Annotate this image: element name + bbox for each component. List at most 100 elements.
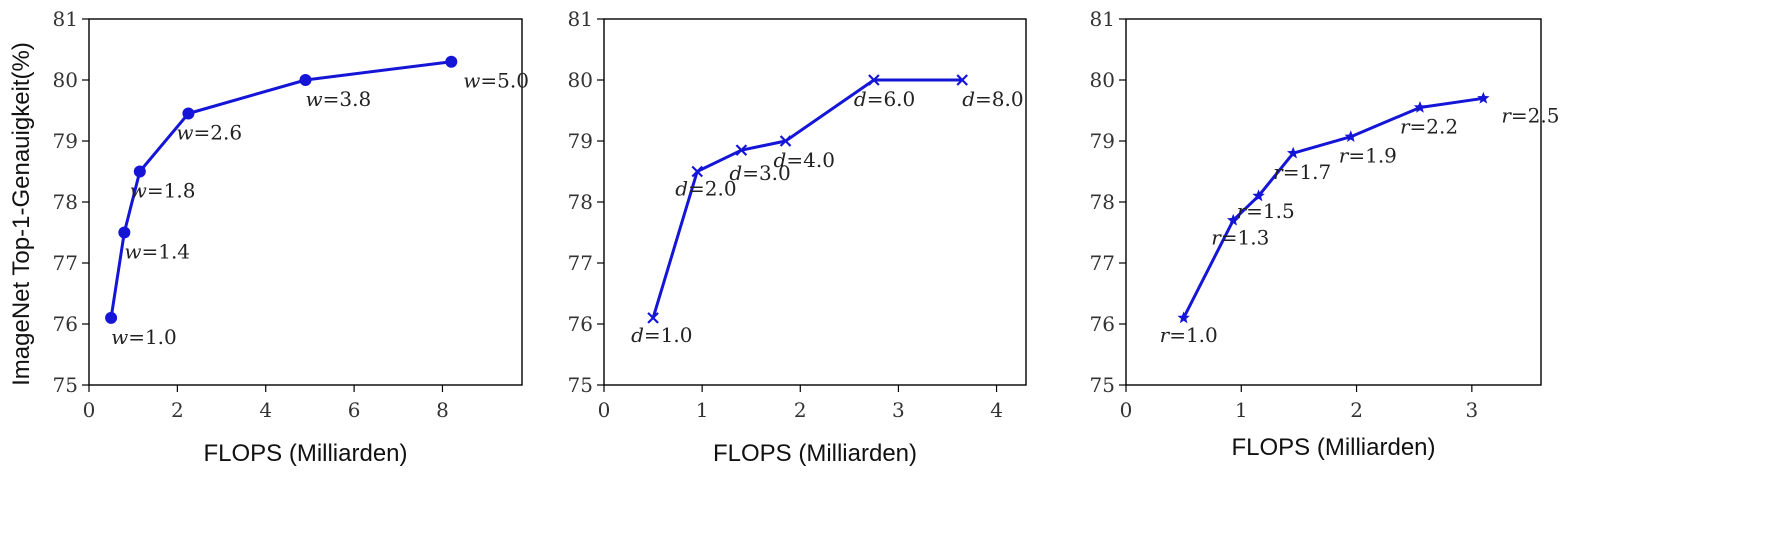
data-point-marker (691, 165, 704, 178)
data-point-marker (118, 226, 131, 239)
data-point-marker (1477, 91, 1490, 104)
y-axis-label: ImageNet Top-1-Genauigkeit(%) (8, 42, 35, 386)
x-tick-label: 0 (598, 398, 611, 422)
y-tick-label: 77 (1090, 251, 1115, 275)
y-tick-label: 75 (1090, 373, 1115, 397)
data-point-label: w=2.6 (176, 121, 242, 145)
data-label-variable: w (130, 179, 147, 203)
x-tick-label: 4 (259, 398, 272, 422)
y-tick-label: 81 (1090, 7, 1115, 31)
data-label-value: =1.3 (1221, 225, 1270, 249)
data-label-value: =1.0 (644, 323, 693, 347)
data-point-label: r=1.5 (1237, 199, 1295, 223)
data-label-variable: w (306, 87, 323, 111)
data-label-variable: r (1160, 323, 1171, 347)
x-tick-label: 2 (1350, 398, 1363, 422)
data-point-marker (105, 311, 118, 324)
data-point-label: w=5.0 (463, 69, 529, 93)
data-label-variable: r (1211, 225, 1222, 249)
x-axis-label: FLOPS (Milliarden) (1231, 434, 1435, 461)
y-tick-label: 76 (1090, 312, 1115, 336)
data-label-variable: r (1400, 114, 1411, 138)
y-tick-label: 79 (53, 129, 78, 153)
y-tick-label: 79 (1090, 129, 1115, 153)
data-label-variable: r (1339, 144, 1350, 168)
series-line (109, 60, 452, 319)
x-tick-label: 1 (1235, 398, 1248, 422)
data-point-label: r=1.9 (1339, 144, 1397, 168)
data-point-marker (1177, 311, 1190, 324)
y-tick-label: 76 (53, 312, 78, 336)
data-label-variable: d (854, 87, 867, 111)
data-point-label: r=2.2 (1400, 114, 1458, 138)
data-point-label: d=3.0 (729, 161, 790, 185)
data-label-variable: w (111, 325, 128, 349)
data-label-value: =1.7 (1283, 160, 1332, 184)
x-tick-label: 1 (696, 398, 709, 422)
data-point-marker (1252, 189, 1265, 202)
data-point-marker (1227, 213, 1240, 226)
data-label-value: =2.0 (688, 177, 737, 201)
data-label-variable: w (124, 240, 141, 264)
data-point-marker (1287, 146, 1300, 159)
series-line (651, 78, 963, 319)
data-label-variable: w (176, 121, 193, 145)
y-tick-label: 81 (568, 7, 593, 31)
y-tick-label: 80 (1090, 68, 1115, 92)
x-tick-label: 8 (436, 398, 449, 422)
data-point-label: r=2.5 (1501, 103, 1559, 127)
x-tick-label: 6 (348, 398, 361, 422)
data-label-variable: d (729, 161, 742, 185)
y-tick-label: 75 (568, 373, 593, 397)
data-point-marker (779, 135, 792, 147)
data-label-variable: d (774, 148, 787, 172)
data-label-variable: d (962, 87, 975, 111)
data-point-label: r=1.0 (1160, 323, 1218, 347)
x-tick-label: 4 (990, 398, 1003, 422)
data-point-marker (299, 74, 312, 86)
data-point-marker (735, 144, 748, 156)
y-tick-label: 78 (53, 190, 78, 214)
y-tick-label: 78 (1090, 190, 1115, 214)
x-tick-label: 2 (171, 398, 184, 422)
data-label-variable: d (675, 177, 688, 201)
data-label-variable: r (1273, 160, 1284, 184)
data-label-value: =5.0 (480, 69, 529, 93)
data-point-label: r=1.7 (1273, 160, 1331, 184)
y-tick-label: 78 (568, 190, 593, 214)
y-tick-label: 81 (53, 7, 78, 31)
data-point-marker (133, 165, 146, 178)
data-label-variable: w (463, 69, 480, 93)
x-axis-label: FLOPS (Milliarden) (203, 440, 407, 467)
data-label-value: =4.0 (786, 148, 835, 172)
x-tick-label: 2 (794, 398, 807, 422)
data-label-value: =1.5 (1246, 199, 1295, 223)
data-label-value: =2.2 (1410, 114, 1459, 138)
data-label-value: =3.0 (742, 161, 791, 185)
y-tick-label: 79 (568, 129, 593, 153)
x-axis-label: FLOPS (Milliarden) (713, 440, 917, 467)
y-tick-label: 80 (53, 68, 78, 92)
data-point-label: d=1.0 (631, 323, 692, 347)
y-tick-label: 80 (568, 68, 593, 92)
data-label-value: =1.9 (1348, 144, 1397, 168)
data-label-value: =3.8 (323, 87, 372, 111)
y-tick-label: 77 (53, 251, 78, 275)
data-point-label: r=1.3 (1211, 225, 1269, 249)
y-tick-label: 75 (53, 373, 78, 397)
data-point-marker (1413, 101, 1427, 113)
data-point-label: d=2.0 (675, 177, 736, 201)
data-point-label: w=1.8 (130, 179, 196, 203)
data-label-value: =2.5 (1511, 103, 1560, 127)
x-tick-label: 0 (1120, 398, 1133, 422)
data-point-label: d=8.0 (962, 87, 1023, 111)
data-point-marker (868, 74, 880, 86)
data-point-marker (445, 55, 458, 68)
data-label-value: =1.0 (128, 325, 177, 349)
data-point-label: d=4.0 (774, 148, 835, 172)
data-point-label: w=3.8 (306, 87, 372, 111)
y-tick-label: 76 (568, 312, 593, 336)
